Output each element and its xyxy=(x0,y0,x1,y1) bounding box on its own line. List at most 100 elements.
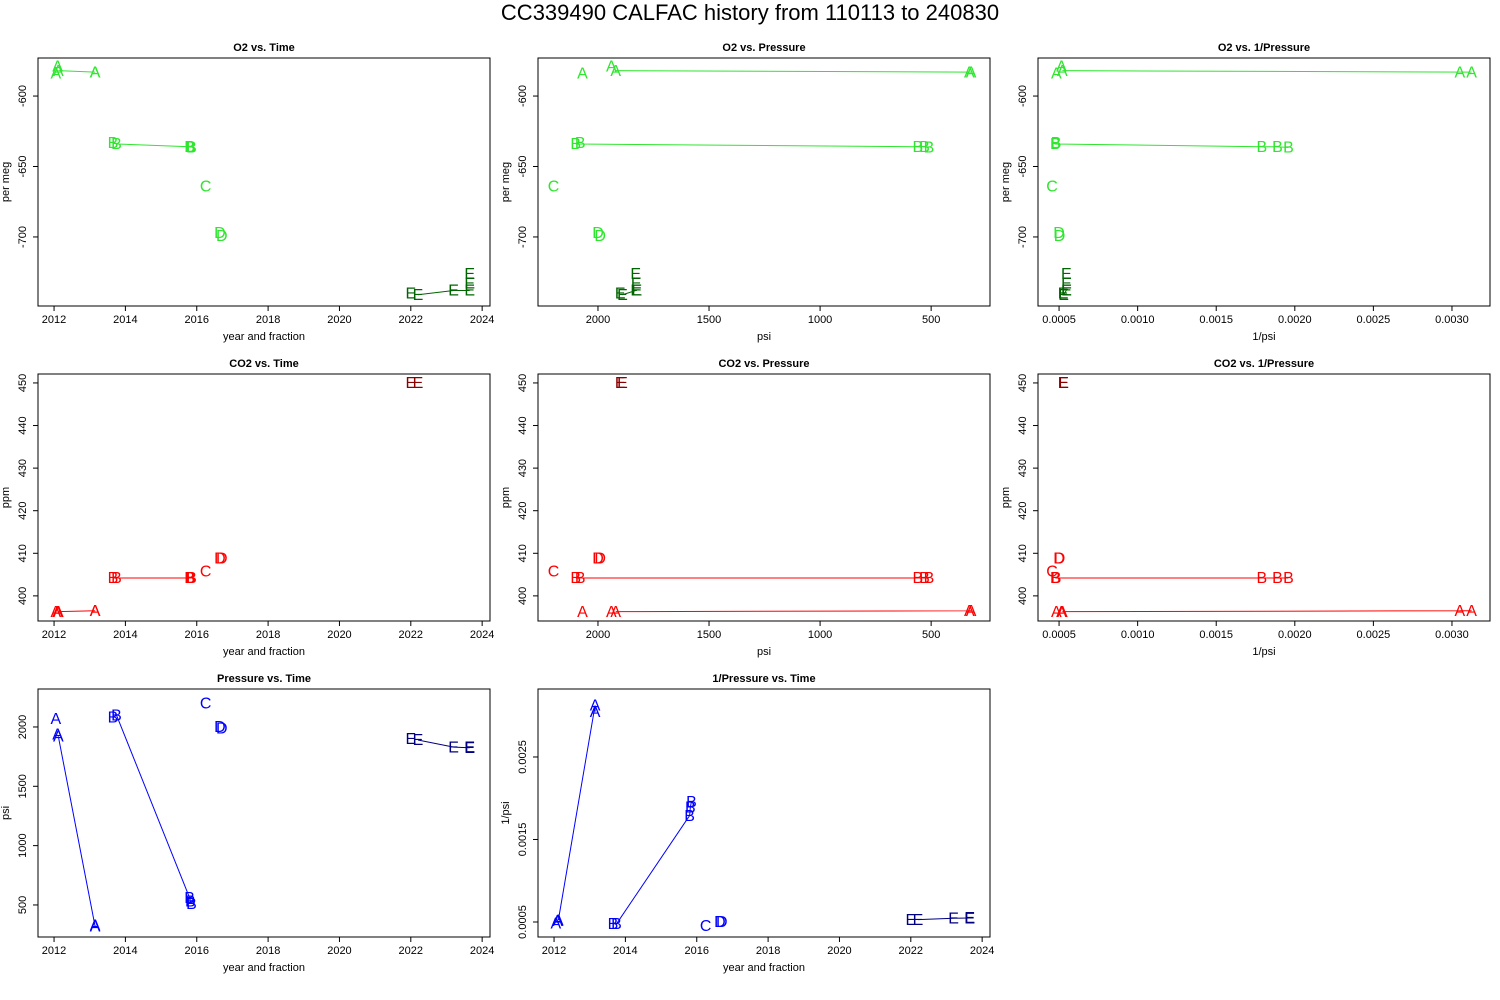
x-tick-label: 2016 xyxy=(185,629,209,641)
point-marker: B xyxy=(108,710,119,727)
point-marker: B xyxy=(186,140,197,157)
point-marker: B xyxy=(1283,570,1294,587)
y-tick-label: 450 xyxy=(17,374,29,392)
series-line xyxy=(615,70,972,73)
point-marker: B xyxy=(185,139,196,156)
panel: O2 vs. 1/Pressure 1/psi per meg 0.0005 0.001… xyxy=(1000,42,1491,343)
x-tick-label: 1000 xyxy=(808,629,832,641)
point-marker: A xyxy=(1056,604,1067,621)
point-marker: E xyxy=(464,266,475,283)
point-marker: B xyxy=(184,570,195,587)
x-tick-label: 0.0010 xyxy=(1121,629,1155,641)
point-marker: B xyxy=(575,135,586,152)
y-tick-label: -700 xyxy=(1017,226,1029,248)
point-marker: A xyxy=(90,603,101,620)
point-marker: E xyxy=(632,283,643,300)
point-marker: E xyxy=(615,286,626,303)
y-tick-label: 0.0025 xyxy=(517,740,529,774)
x-tick-label: 0.0005 xyxy=(1042,629,1076,641)
y-tick-label: 420 xyxy=(517,502,529,520)
point-marker: A xyxy=(90,64,101,81)
y-tick-label: 400 xyxy=(517,587,529,605)
panel: Pressure vs. Time year and fraction psi 201… xyxy=(0,673,494,974)
point-marker: B xyxy=(912,139,923,156)
point-marker: A xyxy=(590,704,601,721)
panel: CO2 vs. 1/Pressure 1/psi ppm 0.0005 0.0010 0.… xyxy=(1000,358,1491,658)
point-marker: B xyxy=(1050,570,1061,587)
point-marker: B xyxy=(608,916,619,933)
x-tick-label: 500 xyxy=(922,629,940,641)
x-tick-label: 1000 xyxy=(808,314,832,326)
x-tick-label: 2018 xyxy=(256,314,280,326)
point-marker: E xyxy=(1058,375,1069,392)
y-tick-label: 440 xyxy=(517,416,529,434)
point-marker: E xyxy=(464,276,475,293)
series-line xyxy=(622,290,637,296)
point-marker: E xyxy=(964,910,975,927)
point-marker: D xyxy=(214,225,226,242)
x-tick-label: 2012 xyxy=(42,629,66,641)
series-line xyxy=(417,290,470,296)
point-marker: E xyxy=(448,283,459,300)
y-tick-label: 410 xyxy=(17,544,29,562)
plot-frame xyxy=(537,373,991,622)
x-tick-label: 0.0010 xyxy=(1121,314,1155,326)
y-tick-label: -700 xyxy=(517,226,529,248)
x-axis-label: year and fraction xyxy=(223,646,305,658)
point-marker: C xyxy=(1046,563,1058,580)
point-marker: A xyxy=(51,711,62,728)
x-axis-label: 1/psi xyxy=(1252,331,1275,343)
point-marker: E xyxy=(1061,276,1072,293)
point-marker: D xyxy=(214,551,226,568)
panel: O2 vs. Pressure psi per meg 2000 1500 1000 500… xyxy=(500,42,991,343)
x-tick-label: 0.0025 xyxy=(1357,314,1391,326)
series-line xyxy=(58,610,96,613)
point-marker: E xyxy=(1061,283,1072,300)
point-marker: D xyxy=(594,551,606,568)
point-marker: E xyxy=(464,283,475,300)
plot-frame xyxy=(1037,373,1491,622)
point-marker: A xyxy=(1051,66,1062,83)
x-tick-label: 2022 xyxy=(399,945,423,957)
y-axis-label: 1/psi xyxy=(500,801,512,824)
point-marker: B xyxy=(111,570,122,587)
point-marker: B xyxy=(185,894,196,911)
point-marker: B xyxy=(611,916,622,933)
point-marker: A xyxy=(606,604,617,621)
x-axis-label: psi xyxy=(757,331,771,343)
point-marker: B xyxy=(184,139,195,156)
plot-frame xyxy=(1037,57,1491,307)
panel: 1/Pressure vs. Time year and fraction 1/ps… xyxy=(500,673,994,974)
point-marker: E xyxy=(630,266,641,283)
point-marker: B xyxy=(1272,139,1283,156)
series-line xyxy=(1063,290,1067,295)
figure-title: CC339490 CALFAC history from 110113 to 2… xyxy=(501,0,999,25)
series-line xyxy=(417,739,470,749)
point-marker: D xyxy=(716,914,728,931)
point-marker: E xyxy=(964,910,975,927)
panel-title: Pressure vs. Time xyxy=(217,673,311,685)
x-tick-label: 2016 xyxy=(185,314,209,326)
point-marker: A xyxy=(1051,604,1062,621)
point-marker: E xyxy=(405,731,416,748)
x-tick-label: 2018 xyxy=(756,945,780,957)
point-marker: D xyxy=(1053,551,1065,568)
point-marker: C xyxy=(200,695,212,712)
point-marker: B xyxy=(184,890,195,907)
x-tick-label: 0.0030 xyxy=(1435,314,1469,326)
series-line xyxy=(58,70,96,73)
x-axis-label: year and fraction xyxy=(223,962,305,974)
point-marker: B xyxy=(111,136,122,153)
point-marker: A xyxy=(577,604,588,621)
series-line xyxy=(112,142,192,148)
point-marker: E xyxy=(631,276,642,293)
panel: CO2 vs. Pressure psi ppm 2000 1500 1000 500 400… xyxy=(500,358,991,658)
point-marker: E xyxy=(413,375,424,392)
point-marker: E xyxy=(615,375,626,392)
y-tick-label: 430 xyxy=(517,459,529,477)
y-axis-label: ppm xyxy=(0,487,12,508)
point-marker: B xyxy=(186,896,197,913)
point-marker: A xyxy=(90,603,101,620)
panel: CO2 vs. Time year and fraction ppm 2012 2014… xyxy=(0,358,494,658)
point-marker: B xyxy=(919,139,930,156)
